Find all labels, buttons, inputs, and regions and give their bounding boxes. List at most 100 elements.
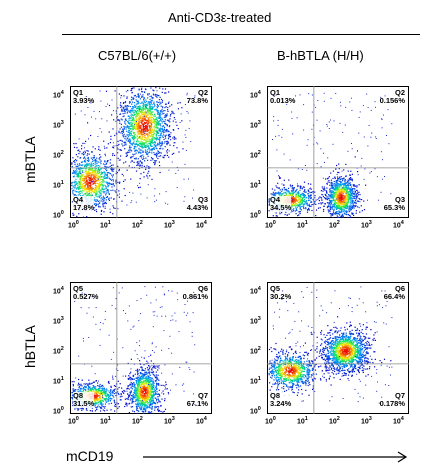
quadrant-label-q5: Q5 30.2% xyxy=(270,285,291,301)
quadrant-percentage: 30.2% xyxy=(270,292,292,301)
quadrant-percentage: 3.24% xyxy=(270,399,292,408)
quadrant-label-q1: Q1 3.93% xyxy=(73,89,94,105)
quadrant-percentage: 0.861% xyxy=(182,292,208,301)
quadrant-name: Q8 xyxy=(73,391,84,400)
y-tick-label: 104 xyxy=(250,286,261,296)
y-tick-label: 101 xyxy=(250,376,261,386)
quadrant-percentage: 34.5% xyxy=(270,203,292,212)
quadrant-label-q8: Q8 31.5% xyxy=(73,391,95,408)
quadrant-name: Q4 xyxy=(73,195,84,204)
x-tick-label: 101 xyxy=(100,416,111,426)
quadrant-percentage: 0.156% xyxy=(379,96,405,105)
x-axis-label: mCD19 xyxy=(66,448,114,464)
quadrant-label-q6: Q6 0.861% xyxy=(183,285,208,301)
quadrant-name: Q1 xyxy=(73,88,84,97)
y-tick-label: 104 xyxy=(53,90,64,100)
column-title-wildtype: C57BL/6(+/+) xyxy=(98,48,177,63)
x-tick-label: 102 xyxy=(132,416,143,426)
x-tick-label: 101 xyxy=(297,220,308,230)
x-tick-label: 103 xyxy=(164,416,175,426)
x-tick-label: 103 xyxy=(361,220,372,230)
quadrant-percentage: 65.3% xyxy=(383,203,405,212)
x-tick-label: 102 xyxy=(132,220,143,230)
quadrant-label-q7: Q7 67.1% xyxy=(187,392,208,408)
y-tick-label: 104 xyxy=(53,286,64,296)
plot-frame xyxy=(267,282,409,414)
y-tick-label: 102 xyxy=(250,346,261,356)
quadrant-name: Q6 xyxy=(197,284,208,293)
flow-plot-mbtla-wildtype: Q1 3.93% Q2 73.8% Q3 4.43% Q4 17.8% 100 101 102 103… xyxy=(53,86,212,229)
x-tick-label: 100 xyxy=(265,416,276,426)
x-tick-label: 103 xyxy=(361,416,372,426)
dot-plot-svg xyxy=(70,282,212,414)
x-tick-label: 104 xyxy=(196,220,207,230)
dot-plot-svg xyxy=(70,86,212,218)
x-tick-label: 104 xyxy=(393,416,404,426)
y-tick-label: 102 xyxy=(250,150,261,160)
quadrant-name: Q6 xyxy=(394,284,405,293)
quadrant-name: Q7 xyxy=(394,391,405,400)
row-label-hbtla: hBTLA xyxy=(22,325,38,368)
x-tick-label: 103 xyxy=(164,220,175,230)
column-title-humanized: B-hBTLA (H/H) xyxy=(277,48,364,63)
y-tick-label: 103 xyxy=(53,120,64,130)
y-tick-label: 104 xyxy=(250,90,261,100)
quadrant-percentage: 73.8% xyxy=(186,96,208,105)
quadrant-name: Q2 xyxy=(197,88,208,97)
x-tick-label: 100 xyxy=(265,220,276,230)
quadrant-name: Q7 xyxy=(197,391,208,400)
quadrant-name: Q3 xyxy=(394,195,405,204)
dot-plot-svg xyxy=(267,282,409,414)
quadrant-name: Q3 xyxy=(197,195,208,204)
y-tick-label: 100 xyxy=(250,210,261,220)
quadrant-name: Q5 xyxy=(270,284,281,293)
quadrant-label-q2: Q2 73.8% xyxy=(187,89,208,105)
y-tick-label: 101 xyxy=(53,180,64,190)
flow-plot-mbtla-humanized: Q1 0.013% Q2 0.156% Q3 65.3% Q4 34.5% 100 101 102 1… xyxy=(250,86,409,229)
x-tick-label: 100 xyxy=(68,416,79,426)
y-tick-label: 100 xyxy=(53,406,64,416)
header-rule xyxy=(62,34,420,35)
y-tick-label: 100 xyxy=(250,406,261,416)
x-tick-label: 102 xyxy=(329,416,340,426)
quadrant-percentage: 67.1% xyxy=(186,399,208,408)
quadrant-name: Q8 xyxy=(270,391,281,400)
quadrant-name: Q1 xyxy=(270,88,281,97)
quadrant-percentage: 0.178% xyxy=(379,399,405,408)
quadrant-label-q5: Q5 0.527% xyxy=(73,285,98,301)
quadrant-label-q6: Q6 66.4% xyxy=(384,285,405,301)
flow-plot-hbtla-humanized: Q5 30.2% Q6 66.4% Q7 0.178% Q8 3.24% 100 101 102 10… xyxy=(250,282,409,425)
quadrant-label-q3: Q3 4.43% xyxy=(187,196,208,212)
header-treatment-title: Anti-CD3ε-treated xyxy=(168,10,272,25)
quadrant-label-q4: Q4 34.5% xyxy=(270,196,292,212)
x-tick-label: 102 xyxy=(329,220,340,230)
quadrant-label-q4: Q4 17.8% xyxy=(73,195,95,212)
quadrant-label-q7: Q7 0.178% xyxy=(380,392,405,408)
x-axis-arrow xyxy=(143,451,408,463)
x-tick-label: 104 xyxy=(393,220,404,230)
y-tick-label: 101 xyxy=(53,376,64,386)
event-dots xyxy=(268,92,393,218)
quadrant-percentage: 4.43% xyxy=(186,203,208,212)
quadrant-percentage: 31.5% xyxy=(73,399,95,408)
dot-plot-svg xyxy=(267,86,409,218)
x-tick-label: 100 xyxy=(68,220,79,230)
y-tick-label: 100 xyxy=(53,210,64,220)
x-tick-label: 104 xyxy=(196,416,207,426)
x-tick-label: 101 xyxy=(100,220,111,230)
y-tick-label: 102 xyxy=(53,346,64,356)
event-dots xyxy=(71,87,196,218)
quadrant-percentage: 0.013% xyxy=(270,96,296,105)
quadrant-label-q3: Q3 65.3% xyxy=(384,196,405,212)
quadrant-percentage: 3.93% xyxy=(73,96,95,105)
row-label-mbtla: mBTLA xyxy=(22,136,38,183)
quadrant-percentage: 17.8% xyxy=(73,203,95,212)
y-tick-label: 103 xyxy=(53,316,64,326)
quadrant-label-q2: Q2 0.156% xyxy=(380,89,405,105)
x-tick-label: 101 xyxy=(297,416,308,426)
quadrant-name: Q2 xyxy=(394,88,405,97)
y-tick-label: 101 xyxy=(250,180,261,190)
quadrant-percentage: 0.527% xyxy=(73,292,99,301)
quadrant-label-q1: Q1 0.013% xyxy=(270,89,295,105)
y-tick-label: 102 xyxy=(53,150,64,160)
